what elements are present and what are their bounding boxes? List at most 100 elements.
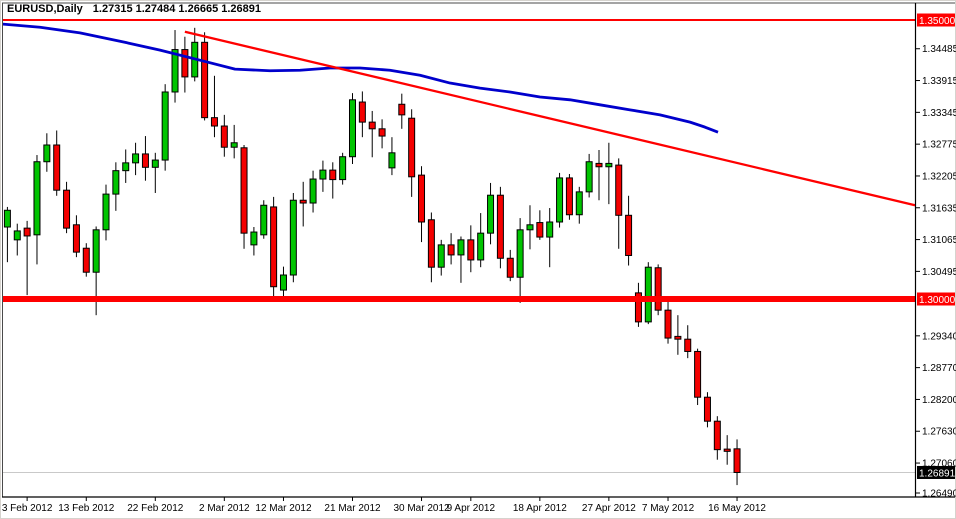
price-tag-support-box [917, 292, 955, 306]
bull-candle-body [487, 194, 495, 234]
bull-candle-body [644, 266, 652, 323]
candle [309, 170, 317, 213]
bear-candle-body [654, 267, 662, 311]
price-tick-label: 1.27630 [922, 427, 956, 438]
bull-candle-body [516, 229, 524, 278]
date-tick-label: 13 Feb 2012 [58, 503, 115, 514]
bull-candle-body [339, 156, 347, 181]
candle [319, 160, 327, 192]
candle [339, 152, 347, 185]
bear-candle-body [536, 222, 544, 238]
bear-candle-body [358, 101, 366, 123]
candle [516, 218, 524, 303]
price-tick-label: 1.27060 [922, 459, 956, 470]
bear-candle-body [684, 338, 692, 352]
bull-candle-body [526, 224, 534, 231]
candle [664, 296, 672, 344]
candle [358, 91, 366, 138]
candle [270, 196, 278, 297]
bear-candle-body [378, 128, 386, 137]
candle [171, 30, 179, 103]
bull-candle-body [102, 193, 110, 231]
date-tick-label: 12 Mar 2012 [255, 503, 312, 514]
bear-candle-body [674, 335, 682, 340]
bear-candle-body [625, 214, 633, 256]
candle [53, 130, 61, 196]
price-axis[interactable]: 1.34485 1.33915 1.33345 1.32775 1.32205 1.316… [915, 44, 956, 500]
bear-candle-body [220, 125, 228, 148]
bull-candle-body [92, 229, 100, 273]
ohlc-readout: 1.27315 1.27484 1.26665 1.26891 [92, 3, 262, 15]
candle [526, 205, 534, 250]
candle [398, 93, 406, 129]
candle [220, 114, 228, 157]
bear-candle-body [506, 257, 514, 278]
bear-candle-body [23, 227, 31, 237]
candle [575, 186, 583, 224]
bear-candle-body [141, 153, 149, 168]
bear-candle-body [595, 162, 603, 168]
candle [112, 162, 120, 211]
candle [43, 133, 51, 172]
bull-candle-body [171, 49, 179, 93]
bull-candle-body [556, 177, 564, 223]
candle [141, 136, 149, 181]
date-tick-label: 2 Mar 2012 [199, 503, 250, 514]
candle [13, 223, 21, 256]
symbol-label: EURUSD,Daily [7, 3, 83, 15]
bear-candle-body [733, 448, 741, 473]
date-tick-label: 7 May 2012 [642, 503, 695, 514]
bear-candle-body [447, 244, 455, 256]
candle [63, 181, 71, 234]
bear-candle-body [703, 396, 711, 422]
candles-layer [3, 27, 741, 486]
candle [654, 264, 662, 316]
price-tick-label: 1.33915 [922, 76, 956, 87]
candle [299, 181, 307, 227]
candle [240, 144, 248, 249]
price-tick-label: 1.28770 [922, 363, 956, 374]
bear-candle-body [329, 169, 337, 181]
candle [418, 166, 426, 243]
candle [388, 137, 396, 176]
bear-candle-body [53, 144, 61, 191]
date-tick-label: 22 Feb 2012 [127, 503, 184, 514]
bear-candle-body [368, 121, 376, 130]
ma-line-blue [3, 22, 719, 134]
candle [437, 239, 445, 276]
plot-area[interactable] [0, 19, 916, 486]
date-tick-label: 3 Feb 2012 [2, 503, 53, 514]
price-tag-support-label: 1.30000 [919, 295, 956, 306]
price-tick-label: 1.32775 [922, 140, 956, 151]
candle [565, 174, 573, 220]
price-tick-label: 1.30495 [922, 267, 956, 278]
candle [210, 75, 218, 138]
bear-candle-body [634, 292, 642, 323]
bear-candle-body [72, 224, 80, 253]
bear-candle-body [181, 49, 189, 78]
bull-candle-body [132, 153, 140, 164]
bull-candle-body [122, 162, 130, 172]
bear-candle-body [398, 103, 406, 116]
date-tick-label: 18 Apr 2012 [513, 503, 567, 514]
candle [506, 249, 514, 282]
date-tick-label: 27 Apr 2012 [582, 503, 636, 514]
candle [595, 150, 603, 201]
candle [378, 119, 386, 149]
bull-candle-body [477, 232, 485, 261]
date-axis[interactable]: 3 Feb 2012 13 Feb 2012 22 Feb 2012 2 Mar 20… [2, 497, 767, 514]
bear-candle-body [565, 177, 573, 216]
candle [723, 435, 731, 465]
bear-candle-body [82, 247, 90, 273]
candle [694, 348, 702, 406]
candle [605, 142, 613, 205]
candle [634, 282, 642, 327]
bull-candle-body [546, 221, 554, 238]
candle [536, 210, 544, 240]
candle [230, 124, 238, 159]
candle [161, 84, 169, 171]
price-tag-resistance-label: 1.35000 [919, 16, 956, 27]
bear-candle-body [240, 147, 248, 234]
